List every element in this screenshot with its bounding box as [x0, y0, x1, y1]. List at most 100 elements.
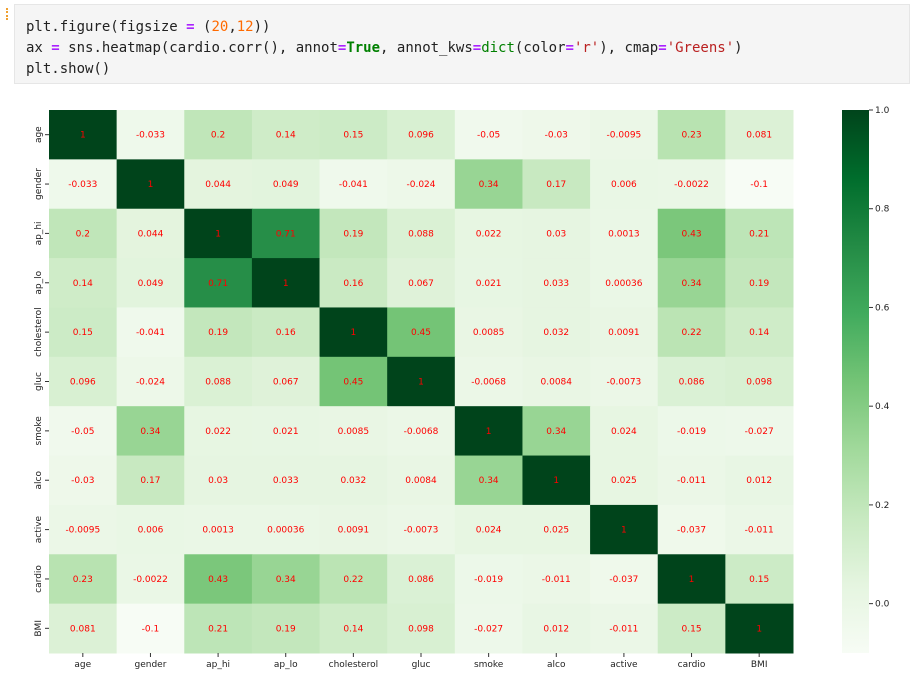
heatmap-cell	[251, 307, 321, 358]
heatmap-cell	[319, 208, 388, 259]
heatmap-cell	[454, 356, 523, 407]
cell-annotation: -0.027	[474, 624, 503, 634]
cell-annotation: 0.19	[276, 624, 296, 634]
heatmap-cell	[725, 504, 794, 555]
cell-annotation: 0.34	[479, 476, 499, 486]
heatmap-cell	[387, 258, 456, 308]
heatmap-cell	[319, 159, 388, 210]
heatmap-cell	[590, 208, 659, 259]
cell-annotation: 0.19	[749, 279, 769, 289]
heatmap-cell	[387, 110, 456, 160]
heatmap-cell	[49, 356, 118, 407]
y-tick-label: smoke	[34, 416, 44, 446]
cell-annotation: -0.1	[750, 180, 768, 190]
cell-annotation: -0.027	[745, 427, 774, 437]
heatmap-cell	[387, 159, 456, 210]
cell-annotation: 0.16	[343, 279, 363, 289]
heatmap-cell	[49, 159, 118, 210]
code-line-2: ax = sns.heatmap(cardio.corr(), annot=Tr…	[26, 40, 743, 56]
cell-annotation: 0.0085	[338, 427, 370, 437]
heatmap-cell	[454, 406, 523, 457]
heatmap-cell	[251, 356, 321, 407]
heatmap-cell	[49, 208, 118, 259]
x-tick-label: gender	[135, 660, 167, 670]
x-tick-label: age	[74, 660, 91, 670]
cell-annotation: 1	[689, 575, 695, 585]
heatmap-cell	[319, 110, 388, 160]
heatmap-cell	[590, 603, 659, 654]
cell-annotation: 0.45	[411, 328, 431, 338]
cell-marker	[6, 8, 12, 20]
cell-annotation: 0.21	[208, 624, 228, 634]
cell-annotation: 0.19	[208, 328, 228, 338]
cell-annotation: 0.024	[476, 526, 502, 536]
heatmap-cell	[251, 504, 321, 555]
cell-annotation: 0.049	[138, 279, 164, 289]
cell-annotation: 0.15	[343, 131, 363, 141]
heatmap-cell	[184, 406, 253, 457]
x-tick-label: ap_lo	[274, 660, 298, 670]
heatmap-cell	[49, 603, 118, 654]
heatmap-cell	[184, 603, 253, 654]
cell-annotation: 0.21	[749, 229, 769, 239]
cell-annotation: -0.05	[477, 131, 500, 141]
heatmap-cell	[725, 307, 794, 358]
heatmap-cell	[184, 356, 253, 407]
cell-annotation: 0.033	[543, 279, 569, 289]
cell-annotation: 1	[756, 624, 762, 634]
cell-annotation: 1	[350, 328, 356, 338]
heatmap-cell	[657, 603, 726, 654]
colorbar	[842, 110, 869, 653]
heatmap-cell	[251, 208, 321, 259]
y-tick-label: cardio	[34, 565, 44, 593]
cell-annotation: 0.15	[749, 575, 769, 585]
heatmap-cell	[454, 603, 523, 654]
cell-annotation: -0.011	[542, 575, 571, 585]
heatmap-cell	[590, 307, 659, 358]
cell-annotation: 0.71	[208, 279, 228, 289]
cell-annotation: 0.006	[611, 180, 637, 190]
heatmap-cell	[590, 554, 659, 605]
heatmap-cell	[184, 455, 253, 506]
heatmap-cell	[251, 159, 321, 210]
heatmap-cell	[49, 258, 118, 308]
heatmap-cell	[319, 307, 388, 358]
heatmap-cell	[725, 208, 794, 259]
heatmap-cell	[184, 554, 253, 605]
cell-annotation: -0.019	[677, 427, 706, 437]
cell-annotation: 0.03	[546, 229, 566, 239]
heatmap-cell	[319, 258, 388, 308]
heatmap-cell	[387, 554, 456, 605]
cell-annotation: 0.23	[73, 575, 93, 585]
cell-annotation: -0.011	[745, 526, 774, 536]
heatmap-cell	[522, 603, 591, 654]
cell-annotation: 0.086	[408, 575, 434, 585]
code-cell[interactable]: plt.figure(figsize = (20,12)) ax = sns.h…	[14, 4, 910, 84]
cell-annotation: -0.03	[545, 131, 568, 141]
heatmap-cell	[657, 455, 726, 506]
heatmap-cell	[49, 307, 118, 358]
heatmap-cell	[387, 455, 456, 506]
y-tick-label: gluc	[34, 372, 44, 391]
cell-annotation: -0.1	[142, 624, 160, 634]
cell-annotation: 0.022	[205, 427, 231, 437]
cell-annotation: 0.34	[479, 180, 499, 190]
x-tick-label: alco	[547, 660, 566, 670]
heatmap-cell	[49, 554, 118, 605]
heatmap-cell	[657, 307, 726, 358]
heatmap-cell	[590, 110, 659, 160]
heatmap-cell	[725, 455, 794, 506]
heatmap-cell	[184, 504, 253, 555]
colorbar-tick-label: 0.6	[875, 303, 890, 313]
y-tick-label: BMI	[34, 620, 44, 637]
heatmap-cell	[184, 110, 253, 160]
heatmap-cell	[657, 356, 726, 407]
cell-annotation: 0.22	[682, 328, 702, 338]
cell-annotation: 0.23	[682, 131, 702, 141]
heatmap-cell	[454, 455, 523, 506]
heatmap-cell	[522, 258, 591, 308]
heatmap-cell	[387, 603, 456, 654]
cell-annotation: -0.0095	[65, 526, 100, 536]
x-tick-label: active	[610, 660, 638, 670]
cell-annotation: -0.037	[677, 526, 706, 536]
